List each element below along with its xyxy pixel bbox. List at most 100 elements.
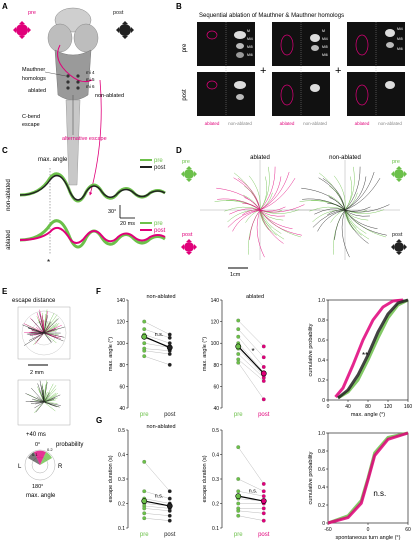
data-point-post: [167, 341, 172, 346]
trajectory: [259, 209, 284, 244]
mean-line: [237, 346, 265, 374]
label-zero-deg: 0°: [35, 442, 40, 448]
cell-label: M: [322, 29, 325, 33]
spoke: [43, 313, 46, 334]
data-point-post: [167, 508, 172, 513]
spoke: [39, 321, 45, 334]
spoke: [43, 401, 57, 408]
y-tick-label: 0.4: [212, 453, 219, 459]
pair-line: [144, 343, 170, 348]
pair-line: [238, 359, 264, 382]
trajectory: [242, 203, 261, 211]
x-tick-label: 120: [384, 404, 393, 410]
y-tick-label: 0.2: [212, 502, 219, 508]
scale-ms: 20 ms: [120, 221, 135, 227]
row-label-ablated: ablated: [6, 230, 12, 250]
spoke: [43, 382, 48, 403]
data-point-post: [167, 332, 172, 337]
y-tick-label: 0.8: [318, 449, 325, 455]
y-tick-label: 0.6: [318, 467, 325, 473]
spoke: [43, 391, 48, 403]
legend-post: post: [154, 228, 166, 234]
legend-post: post: [154, 165, 166, 171]
spoke: [36, 332, 45, 342]
label-pre: pre: [28, 10, 36, 16]
x-axis-label: spontaneous turn angle (°): [336, 535, 401, 541]
y-tick-label: 0.3: [118, 477, 125, 483]
trajectory: [259, 176, 282, 211]
pair-line: [144, 334, 170, 344]
pair-line: [238, 478, 264, 492]
label-max-angle: max. angle: [38, 157, 68, 163]
spoke: [36, 396, 45, 403]
trajectories-non-ablated: [299, 166, 390, 258]
y-axis-label: cumulative probability: [308, 323, 314, 376]
y-tick-label: 0.1: [118, 526, 125, 532]
x-label-post: post: [164, 412, 176, 418]
y-tick-label: 1.0: [318, 298, 325, 304]
trajectory: [259, 166, 276, 211]
data-point-pre: [142, 354, 147, 359]
spoke: [43, 332, 59, 335]
spoke: [28, 327, 45, 334]
trajectory: [227, 209, 261, 223]
label-post: post: [113, 10, 124, 16]
mean-point-post: [166, 503, 173, 509]
scale-1cm: 1cm: [230, 272, 241, 278]
pair-line: [144, 513, 170, 516]
spoke: [31, 387, 45, 403]
trajectory: [327, 203, 346, 211]
y-axis-label: escape duration (s): [108, 455, 114, 502]
mean-line: [144, 500, 170, 507]
cell-label: Mi6: [322, 53, 328, 57]
chart-f-cumulative: 0 40 80 120 160 0 0.2 0.4 0.6 0.8 1.0 max. angle (°…: [308, 298, 412, 418]
post-speaker-icon: [181, 239, 197, 255]
legend-pre: pre: [154, 158, 163, 164]
label-non-ablated: non-ablated: [329, 155, 361, 161]
spoke: [34, 401, 45, 409]
spoke: [43, 394, 61, 403]
label-escape: escape: [22, 122, 40, 128]
trajectory: [344, 209, 370, 240]
data-point-pre: [142, 516, 147, 521]
spoke: [40, 384, 45, 403]
x-label-post: post: [164, 532, 176, 538]
label-plus40: +40 ms: [26, 432, 46, 438]
trajectory: [259, 209, 285, 217]
label-180: 180°: [32, 484, 43, 490]
data-point-post: [167, 489, 172, 494]
data-point-pre: [142, 348, 147, 353]
x-label-post: post: [258, 412, 270, 418]
row-label-pre: pre: [182, 43, 188, 52]
scale-2mm: 2 mm: [30, 370, 44, 376]
series-line-post: [334, 298, 404, 398]
mean-point-pre: [235, 343, 242, 350]
data-point-pre: [142, 319, 147, 324]
post-speaker-icon: [116, 21, 134, 39]
chart-f-non-ablated: 40 60 80 100 120 140 max. angle (°) non-ablated…: [108, 294, 176, 418]
spoke: [23, 332, 45, 346]
escape-distance-spokes: [22, 309, 65, 346]
pair-line: [144, 328, 170, 338]
trajectory: [217, 198, 261, 211]
spoke: [29, 332, 45, 336]
y-tick-label: 100: [211, 341, 220, 347]
col-label-ablated: ablated: [280, 121, 295, 126]
trajectory: [344, 176, 367, 211]
label-post: post: [392, 232, 403, 238]
x-tick-label: -60: [324, 527, 331, 533]
label-homologs: homologs: [22, 76, 46, 82]
panel-letter: D: [176, 146, 182, 155]
spoke: [43, 399, 55, 403]
mean-point-post: [260, 370, 267, 377]
data-point-post: [167, 335, 172, 340]
panel-f: F 40 60 80 100 120 140 max. angle (°) non-ablat…: [96, 287, 412, 418]
data-point-post: [261, 511, 266, 516]
pair-line: [144, 355, 170, 365]
mean-line: [238, 495, 264, 502]
mean-line: [144, 336, 170, 349]
y-tick-label: 40: [213, 406, 219, 412]
spoke: [23, 323, 45, 334]
data-point-pre: [236, 334, 241, 339]
data-point-post: [167, 352, 172, 356]
